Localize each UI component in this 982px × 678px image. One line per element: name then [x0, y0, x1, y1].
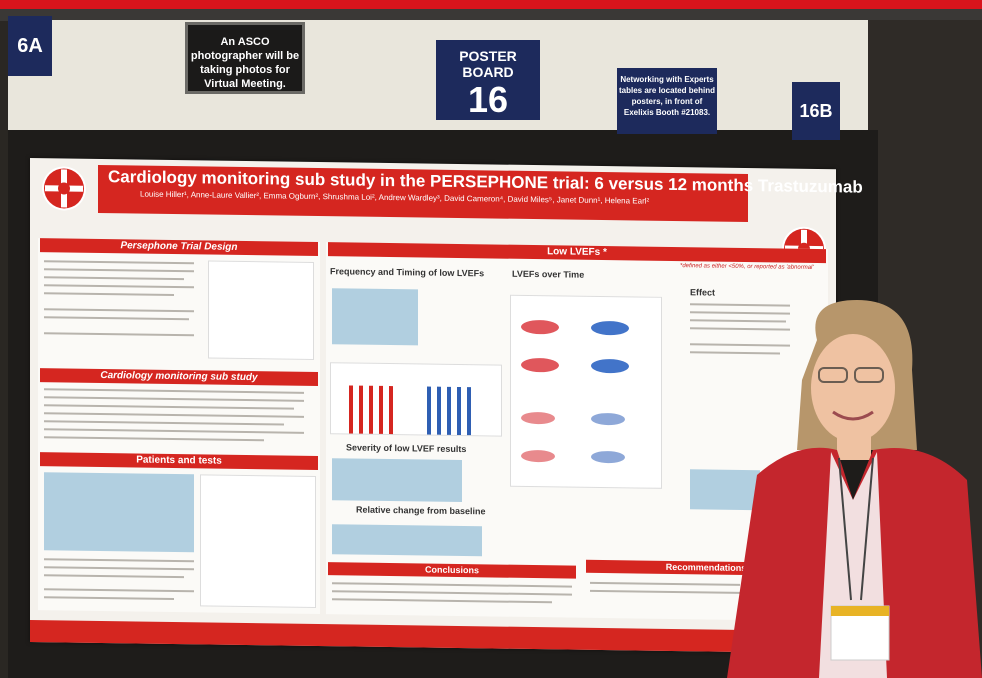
glasses-left: [818, 367, 848, 383]
blue-bar: [467, 387, 471, 436]
scatter-panels: [510, 294, 662, 489]
red-bar: [369, 385, 373, 434]
scatter-cluster-blue: [591, 320, 629, 336]
scatter-cluster-red: [521, 319, 559, 335]
relative-table: [332, 524, 482, 557]
neck: [837, 436, 871, 460]
board-code-left: 6A: [8, 16, 52, 76]
poster-board-number: 16: [467, 79, 509, 120]
scatter-cluster-red: [521, 449, 555, 463]
patients-table: [44, 472, 194, 553]
blue-bar: [437, 386, 441, 435]
glasses-right: [854, 367, 884, 383]
lanyard: [838, 457, 874, 601]
blue-bar: [457, 386, 461, 436]
presenter-person: [727, 300, 982, 678]
severity-text: [332, 458, 462, 503]
poster-board-sign: POSTER BOARD 16: [436, 40, 540, 120]
scatter-cluster-blue: [591, 412, 625, 426]
ceiling-strip: [0, 9, 982, 21]
tests-table: [200, 474, 316, 608]
red-top-border: [0, 0, 982, 9]
board-code-right: 16B: [792, 82, 840, 140]
smile: [832, 410, 874, 421]
heading-severity: Severity of low LVEF results: [346, 442, 467, 455]
scatter-cluster-red: [521, 411, 555, 425]
red-bar: [349, 385, 353, 434]
scatter-cluster-blue: [591, 450, 625, 464]
blue-bar: [427, 386, 431, 435]
heading-frequency: Frequency and Timing of low LVEFs: [330, 266, 485, 279]
red-bar: [359, 385, 363, 434]
logo-left-icon: [42, 166, 86, 211]
bar-chart: [330, 362, 502, 437]
heading-effect: Effect: [690, 287, 716, 298]
networking-notice: Networking with Experts tables are locat…: [617, 68, 717, 134]
scatter-cluster-red: [521, 357, 559, 373]
heading-relative: Relative change from baseline: [356, 504, 486, 517]
research-poster: Cardiology monitoring sub study in the P…: [30, 158, 863, 654]
photographer-notice: An ASCO photographer will be taking phot…: [185, 22, 305, 94]
heading-lvefs-time: LVEFs over Time: [512, 268, 585, 280]
poster-board-label: POSTER BOARD: [459, 48, 517, 80]
blue-bar: [447, 386, 451, 435]
badge-header: [831, 606, 889, 616]
frequency-table: [332, 288, 418, 346]
face: [811, 334, 895, 442]
scatter-cluster-blue: [591, 358, 629, 374]
red-bar: [379, 385, 383, 434]
trial-flow-diagram: [208, 260, 314, 360]
red-bar: [389, 386, 393, 435]
